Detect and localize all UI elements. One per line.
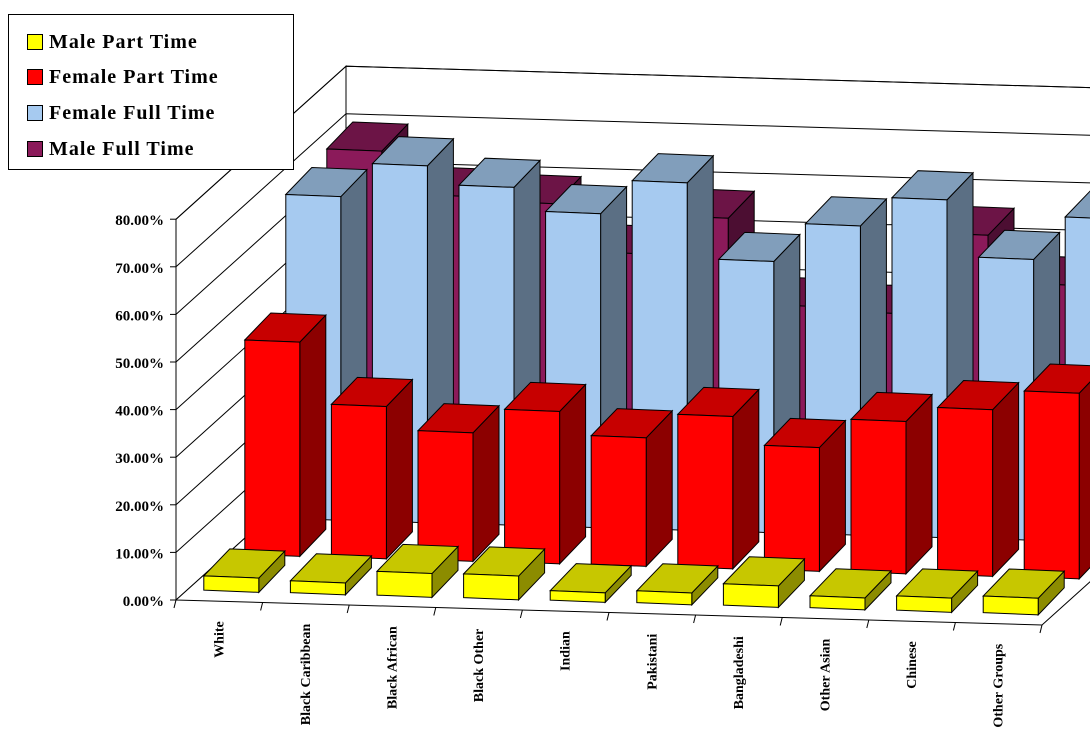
y-tick-label: 40.00% [115,404,164,420]
bar-front [203,575,260,593]
x-tick-label-other-asian: Other Asian [819,639,834,712]
x-tick-mark [693,614,697,624]
bar-male-part-time-pakistani [635,563,719,607]
bar-front [590,435,647,567]
x-tick-label-pakistani: Pakistani [645,634,660,690]
bar-side [299,313,327,558]
x-tick-mark [173,599,177,609]
bars [202,121,1090,617]
y-tick-label: 50.00% [115,356,164,372]
bar-front [330,403,387,560]
x-tick-mark [1039,624,1043,634]
bar-top [1064,190,1090,219]
legend-label-female-part-time: Female Part Time [49,65,219,88]
x-tick-label-indian: Indian [559,631,574,671]
legend: Male Part Time Female Part Time Female F… [8,14,294,170]
bar-front [463,573,520,601]
y-tick-label: 70.00% [115,261,164,277]
bar-female-part-time-white [243,312,327,558]
bar-male-part-time-indian [549,563,633,604]
legend-item-male-full-time: Male Full Time [27,138,194,160]
bar-front [896,595,953,613]
bar-male-part-time-black-caribbean [289,553,373,597]
bar-male-part-time-other-asian [808,568,893,612]
x-tick-mark [866,619,870,629]
x-tick-label-black-african: Black African [386,626,401,709]
series-female-part-time [243,312,1090,581]
bar-side [905,393,933,576]
legend-label-male-full-time: Male Full Time [49,137,195,160]
x-tick-mark [779,617,783,626]
legend-label-male-part-time: Male Part Time [49,30,198,53]
bar-male-part-time-white [202,548,286,594]
legend-item-female-part-time: Female Part Time [27,66,219,88]
x-tick-mark [260,602,264,611]
x-tick-label-white: White [212,621,227,658]
bar-front [850,418,907,575]
bar-front [677,413,734,570]
y-tick-label: 30.00% [115,451,164,467]
bar-side [732,388,760,571]
bar-female-part-time-other-groups [1023,363,1090,581]
gridline [175,113,1090,268]
series-male-part-time [202,543,1066,617]
bar-front [937,407,994,577]
bar-female-part-time-other-asian [849,391,934,576]
bar-female-part-time-bangladeshi [763,417,847,573]
y-tick-label: 10.00% [115,546,164,562]
bar-side [992,381,1020,578]
bar-front [722,583,779,608]
x-tick-label-black-caribbean: Black Caribbean [299,624,314,726]
bar-front [289,580,346,596]
x-tick-mark [433,607,437,616]
y-tick-label: 80.00% [115,213,164,229]
y-tick-label: 0.00% [123,594,164,610]
bar-male-part-time-black-other [462,546,546,602]
bar-female-part-time-black-african [416,403,501,563]
bar-front [417,430,474,562]
bar-front [636,590,693,606]
bar-male-part-time-black-african [375,543,460,599]
x-tick-label-black-other: Black Other [472,629,487,703]
bar-side [1078,381,1090,581]
bar-front [549,590,606,603]
bar-female-part-time-indian [590,408,674,568]
legend-item-female-full-time: Female Full Time [27,102,215,124]
bar-female-part-time-black-caribbean [330,376,414,561]
x-tick-mark [346,604,350,614]
bar-male-part-time-bangladeshi [722,556,806,609]
x-tick-mark [606,612,610,621]
legend-swatch-male-part-time [27,34,43,50]
x-tick-mark [519,609,523,619]
bar-side [385,378,413,561]
x-tick-label-chinese: Chinese [905,641,920,688]
bar-front [982,595,1039,616]
bar-front [809,595,866,611]
bar-front [244,339,301,557]
y-tick-label: 20.00% [115,499,164,515]
x-tick-mark [952,622,956,631]
bar-front [376,570,433,598]
bar-front [504,408,561,565]
legend-swatch-female-full-time [27,105,43,121]
legend-swatch-female-part-time [27,69,43,85]
y-tick-label: 60.00% [115,308,164,324]
x-axis: White Black Caribbean Black African Black O… [173,599,1043,728]
bar-female-part-time-chinese [936,380,1020,578]
bar-female-part-time-black-other [503,381,587,566]
bar-side [559,383,587,566]
legend-label-female-full-time: Female Full Time [49,101,216,124]
bar-front [763,444,820,572]
bar-front [1023,390,1080,580]
legend-item-male-part-time: Male Part Time [27,31,198,53]
bar-male-part-time-chinese [895,568,979,614]
x-tick-label-bangladeshi: Bangladeshi [732,636,747,709]
bar-female-part-time-pakistani [676,386,760,571]
x-tick-label-other-groups: Other Groups [992,643,1007,727]
bar-male-part-time-other-groups [982,568,1066,617]
legend-swatch-male-full-time [27,141,43,157]
